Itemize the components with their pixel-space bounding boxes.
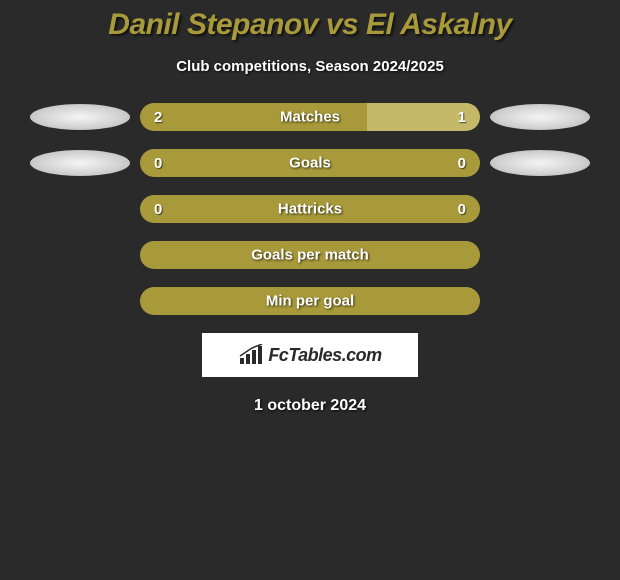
player-avatar-right (490, 104, 590, 130)
stat-bar-left: 0 (140, 149, 310, 177)
stat-bar-right: 1 (367, 103, 480, 131)
stat-label: Goals (289, 155, 331, 172)
subtitle: Club competitions, Season 2024/2025 (0, 58, 620, 75)
date-label: 1 october 2024 (0, 397, 620, 415)
comparison-chart: Danil Stepanov vs El Askalny Club compet… (0, 0, 620, 423)
stat-label: Matches (280, 109, 340, 126)
stat-bar: Min per goal (140, 287, 480, 315)
stat-row: Min per goal (0, 287, 620, 315)
bar-chart-icon (238, 344, 264, 366)
stat-row: 21Matches (0, 103, 620, 131)
stat-row: 00Goals (0, 149, 620, 177)
stat-label: Min per goal (266, 293, 354, 310)
stat-bar: 00Hattricks (140, 195, 480, 223)
stat-bar: 00Goals (140, 149, 480, 177)
page-title: Danil Stepanov vs El Askalny (0, 8, 620, 42)
logo-box: FcTables.com (202, 333, 418, 377)
stat-bar-right: 0 (310, 149, 480, 177)
stats-rows: 21Matches00Goals00HattricksGoals per mat… (0, 103, 620, 315)
stat-label: Goals per match (251, 247, 369, 264)
logo-text: FcTables.com (268, 345, 381, 366)
stat-bar: Goals per match (140, 241, 480, 269)
player-avatar-right (490, 150, 590, 176)
player-avatar-left (30, 104, 130, 130)
stat-row: Goals per match (0, 241, 620, 269)
player-avatar-left (30, 150, 130, 176)
stat-bar: 21Matches (140, 103, 480, 131)
stat-row: 00Hattricks (0, 195, 620, 223)
stat-label: Hattricks (278, 201, 342, 218)
